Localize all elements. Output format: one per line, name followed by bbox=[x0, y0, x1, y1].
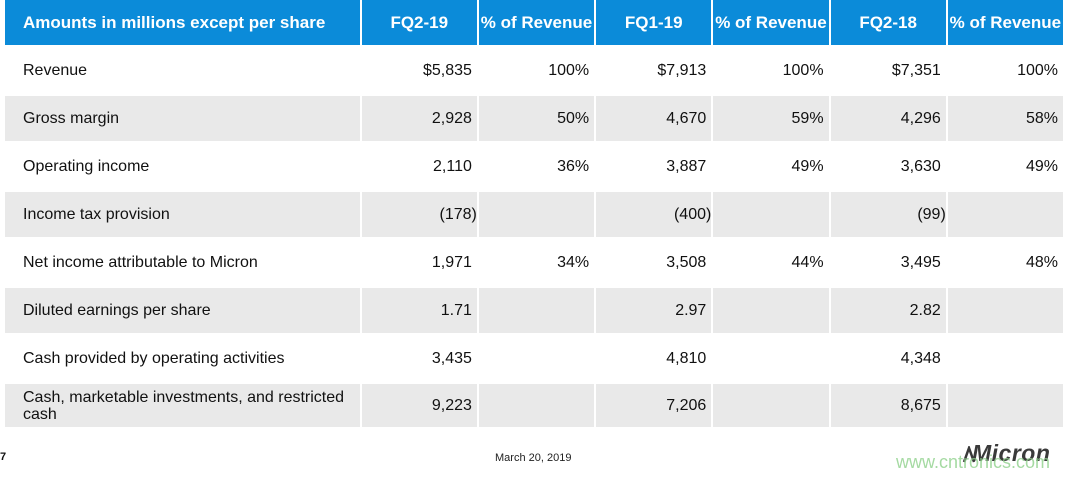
row-label: Revenue bbox=[5, 45, 360, 93]
table-row: Cash, marketable investments, and restri… bbox=[5, 381, 1063, 427]
cell-fq2-19: 2,110 bbox=[361, 141, 477, 189]
header-pct-revenue-fq1-19: % of Revenue bbox=[713, 0, 829, 45]
cell-pct-fq2-19 bbox=[478, 333, 595, 381]
cell-fq2-19: 2,928 bbox=[361, 93, 477, 141]
row-label: Income tax provision bbox=[5, 189, 360, 237]
cell-pct-fq2-19 bbox=[478, 189, 595, 237]
page-number: 7 bbox=[0, 451, 7, 463]
cell-fq1-19: $7,913 bbox=[596, 45, 712, 93]
cell-fq1-19: (400) bbox=[596, 189, 712, 237]
cell-pct-fq1-19: 44% bbox=[713, 237, 829, 285]
cell-pct-fq1-19 bbox=[713, 285, 829, 333]
row-label: Net income attributable to Micron bbox=[5, 237, 360, 285]
row-label: Cash, marketable investments, and restri… bbox=[5, 381, 360, 427]
cell-fq2-18: 8,675 bbox=[830, 381, 946, 427]
cell-pct-fq1-19: 59% bbox=[713, 93, 829, 141]
micron-logo: Micron bbox=[972, 440, 1051, 466]
table-row: Revenue $5,835 100% $7,913 100% $7,351 1… bbox=[5, 45, 1063, 93]
cell-pct-fq2-19 bbox=[478, 285, 595, 333]
cell-fq2-18: 4,296 bbox=[830, 93, 946, 141]
cell-fq2-18: 2.82 bbox=[830, 285, 946, 333]
cell-pct-fq2-18: 58% bbox=[947, 93, 1063, 141]
table-row: Operating income 2,110 36% 3,887 49% 3,6… bbox=[5, 141, 1063, 189]
cell-fq2-18: (99) bbox=[830, 189, 946, 237]
micron-logo-mark-icon bbox=[962, 446, 976, 463]
cell-pct-fq2-18: 49% bbox=[947, 141, 1063, 189]
table-header-row: Amounts in millions except per share FQ2… bbox=[5, 0, 1063, 45]
cell-pct-fq2-19: 34% bbox=[478, 237, 595, 285]
table-row: Income tax provision (178) (400) (99) bbox=[5, 189, 1063, 237]
cell-pct-fq2-19: 50% bbox=[478, 93, 595, 141]
cell-pct-fq1-19: 49% bbox=[713, 141, 829, 189]
cell-pct-fq2-18 bbox=[947, 381, 1063, 427]
cell-fq1-19: 3,887 bbox=[596, 141, 712, 189]
cell-fq2-19: 1.71 bbox=[361, 285, 477, 333]
watermark: www.cntronics.com bbox=[896, 452, 1051, 472]
cell-fq2-19: $5,835 bbox=[361, 45, 477, 93]
cell-pct-fq2-18 bbox=[947, 285, 1063, 333]
header-fq1-19: FQ1-19 bbox=[596, 0, 712, 45]
table-row: Cash provided by operating activities 3,… bbox=[5, 333, 1063, 381]
cell-fq1-19: 2.97 bbox=[596, 285, 712, 333]
cell-pct-fq1-19 bbox=[713, 189, 829, 237]
cell-pct-fq1-19 bbox=[713, 381, 829, 427]
slide-date: March 20, 2019 bbox=[495, 452, 572, 464]
cell-pct-fq2-19: 100% bbox=[478, 45, 595, 93]
row-label: Diluted earnings per share bbox=[5, 285, 360, 333]
cell-pct-fq2-18: 48% bbox=[947, 237, 1063, 285]
cell-fq1-19: 4,810 bbox=[596, 333, 712, 381]
table-row: Gross margin 2,928 50% 4,670 59% 4,296 5… bbox=[5, 93, 1063, 141]
header-fq2-18: FQ2-18 bbox=[830, 0, 946, 45]
financial-summary-table: Amounts in millions except per share FQ2… bbox=[3, 0, 1065, 427]
cell-fq2-19: 9,223 bbox=[361, 381, 477, 427]
cell-pct-fq2-19: 36% bbox=[478, 141, 595, 189]
cell-fq1-19: 4,670 bbox=[596, 93, 712, 141]
cell-fq2-19: 3,435 bbox=[361, 333, 477, 381]
cell-fq2-18: $7,351 bbox=[830, 45, 946, 93]
cell-fq1-19: 3,508 bbox=[596, 237, 712, 285]
row-label: Cash provided by operating activities bbox=[5, 333, 360, 381]
cell-fq1-19: 7,206 bbox=[596, 381, 712, 427]
cell-fq2-18: 4,348 bbox=[830, 333, 946, 381]
header-fq2-19: FQ2-19 bbox=[361, 0, 477, 45]
header-amounts: Amounts in millions except per share bbox=[5, 0, 360, 45]
row-label: Operating income bbox=[5, 141, 360, 189]
table-row: Diluted earnings per share 1.71 2.97 2.8… bbox=[5, 285, 1063, 333]
cell-fq2-19: (178) bbox=[361, 189, 477, 237]
cell-fq2-18: 3,495 bbox=[830, 237, 946, 285]
cell-fq2-18: 3,630 bbox=[830, 141, 946, 189]
header-pct-revenue-fq2-18: % of Revenue bbox=[947, 0, 1063, 45]
cell-pct-fq2-19 bbox=[478, 381, 595, 427]
row-label: Gross margin bbox=[5, 93, 360, 141]
cell-pct-fq2-18: 100% bbox=[947, 45, 1063, 93]
cell-pct-fq2-18 bbox=[947, 189, 1063, 237]
header-pct-revenue-fq2-19: % of Revenue bbox=[478, 0, 595, 45]
cell-pct-fq1-19 bbox=[713, 333, 829, 381]
cell-fq2-19: 1,971 bbox=[361, 237, 477, 285]
cell-pct-fq2-18 bbox=[947, 333, 1063, 381]
cell-pct-fq1-19: 100% bbox=[713, 45, 829, 93]
table-row: Net income attributable to Micron 1,971 … bbox=[5, 237, 1063, 285]
